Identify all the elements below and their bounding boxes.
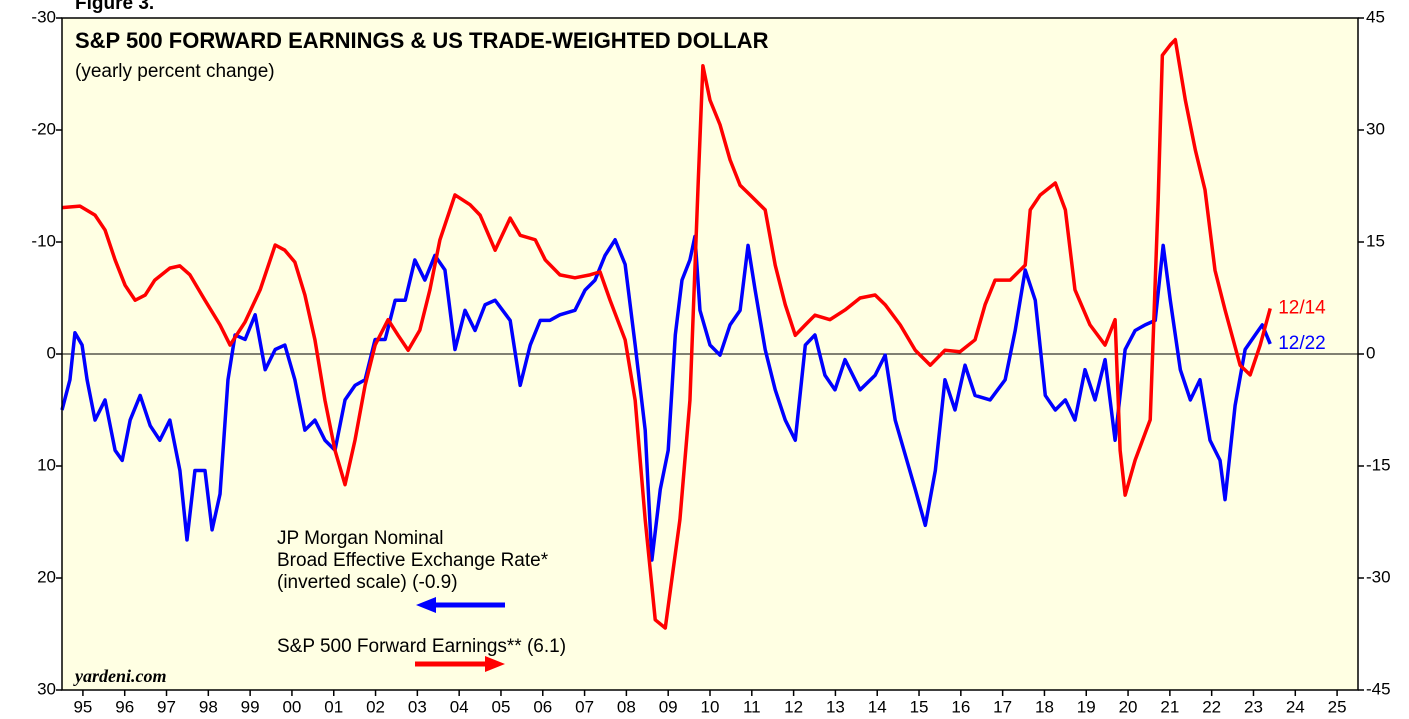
x-tick-label: 04 (450, 697, 469, 716)
x-tick-label: 07 (575, 697, 594, 716)
x-tick-label: 08 (617, 697, 636, 716)
x-tick-label: 21 (1160, 697, 1179, 716)
y-tick-label: 10 (37, 455, 56, 474)
legend-arrowhead-blue (416, 597, 436, 613)
x-tick-label: 06 (533, 697, 552, 716)
x-tick-label: 20 (1119, 697, 1138, 716)
y-tick-label: -10 (31, 231, 56, 250)
y-tick-label: 30 (37, 679, 56, 698)
y-tick-label: -20 (31, 119, 56, 138)
x-tick-label: 16 (951, 697, 970, 716)
chart-subtitle: (yearly percent change) (75, 61, 275, 82)
x-tick-label: 11 (743, 697, 761, 716)
source: yardeni.com (73, 666, 167, 686)
x-tick-label: 99 (241, 697, 260, 716)
series-line (61, 37, 1272, 630)
legend-arrowhead-red (485, 656, 505, 672)
x-tick-label: 95 (73, 697, 92, 716)
x-tick-label: 13 (826, 697, 845, 716)
y-tick-label: 0 (47, 343, 56, 362)
end-label: 12/22 (1278, 333, 1326, 354)
legend-red: S&P 500 Forward Earnings** (6.1) (277, 636, 567, 657)
legend-blue: JP Morgan Nominal Broad Effective Exchan… (277, 528, 549, 593)
y-tick-label: 20 (37, 567, 56, 586)
x-tick-label: 15 (910, 697, 929, 716)
chart-title: S&P 500 FORWARD EARNINGS & US TRADE-WEIG… (75, 28, 769, 53)
x-tick-label: 18 (1035, 697, 1054, 716)
legend-arrows (415, 597, 505, 672)
x-tick-label: 24 (1286, 697, 1305, 716)
x-tick-label: 22 (1202, 697, 1221, 716)
y2-tick-label: -15 (1366, 455, 1391, 474)
x-tick-label: 09 (659, 697, 678, 716)
x-tick-label: 23 (1244, 697, 1263, 716)
end-label: 12/14 (1278, 297, 1326, 318)
y2-tick-label: 45 (1366, 7, 1385, 26)
figure-label: Figure 3. (75, 0, 154, 14)
x-tick-label: 10 (701, 697, 720, 716)
x-tick-label: 12 (784, 697, 803, 716)
x-tick-label: 03 (408, 697, 427, 716)
x-tick-label: 00 (282, 697, 301, 716)
x-tick-label: 96 (115, 697, 134, 716)
y2-tick-label: -30 (1366, 567, 1391, 586)
y-tick-label: -30 (31, 7, 56, 26)
x-tick-label: 25 (1328, 697, 1347, 716)
x-tick-label: 14 (868, 697, 887, 716)
x-tick-label: 98 (199, 697, 218, 716)
y2-tick-label: -45 (1366, 679, 1391, 698)
y2-tick-label: 30 (1366, 119, 1385, 138)
y2-tick-label: 15 (1366, 231, 1385, 250)
x-tick-label: 05 (492, 697, 511, 716)
y2-tick-label: 0 (1366, 343, 1375, 362)
x-tick-label: 17 (993, 697, 1012, 716)
x-tick-label: 19 (1077, 697, 1096, 716)
x-tick-label: 02 (366, 697, 385, 716)
x-tick-label: 97 (157, 697, 176, 716)
x-tick-label: 01 (324, 697, 343, 716)
